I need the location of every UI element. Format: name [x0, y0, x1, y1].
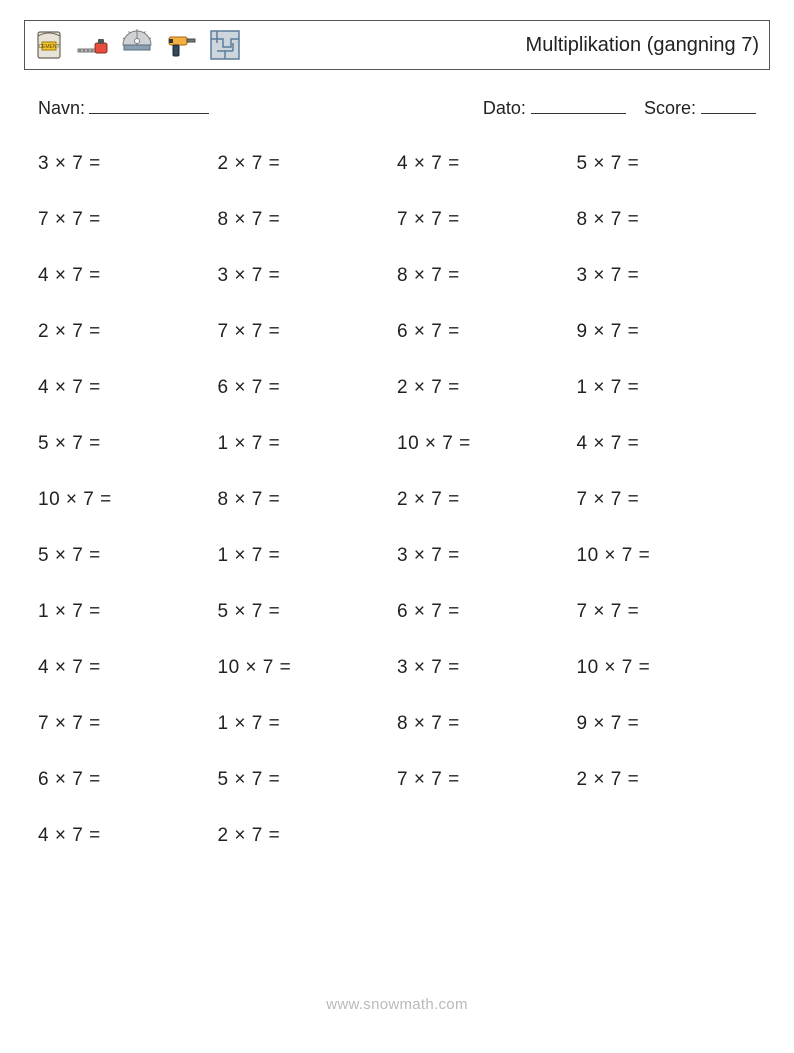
problem-cell: 2 × 7 =	[577, 769, 757, 791]
problem-cell: 2 × 7 =	[397, 377, 577, 399]
problem-cell: 10 × 7 =	[38, 489, 218, 511]
score-blank[interactable]	[701, 94, 756, 114]
problem-cell: 5 × 7 =	[38, 545, 218, 567]
header-icons: CEMENT	[31, 27, 243, 63]
problem-cell: 8 × 7 =	[218, 209, 398, 231]
problem-cell: 8 × 7 =	[577, 209, 757, 231]
problem-cell: 2 × 7 =	[397, 489, 577, 511]
worksheet-title: Multiplikation (gangning 7)	[526, 34, 759, 57]
problem-row: 7 × 7 =1 × 7 =8 × 7 =9 × 7 =	[38, 713, 756, 735]
footer-credit: www.snowmath.com	[0, 996, 794, 1013]
problem-cell: 1 × 7 =	[218, 545, 398, 567]
problem-cell: 4 × 7 =	[577, 433, 757, 455]
problem-cell: 4 × 7 =	[38, 657, 218, 679]
problem-cell: 7 × 7 =	[38, 209, 218, 231]
problem-cell: 9 × 7 =	[577, 321, 757, 343]
header-box: CEMENT	[24, 20, 770, 70]
meta-row: Navn: Dato: Score:	[38, 94, 756, 119]
problem-cell: 7 × 7 =	[577, 489, 757, 511]
problem-cell: 3 × 7 =	[577, 265, 757, 287]
maze-icon	[207, 27, 243, 63]
problem-cell: 7 × 7 =	[38, 713, 218, 735]
problem-row: 1 × 7 =5 × 7 =6 × 7 =7 × 7 =	[38, 601, 756, 623]
problem-cell: 6 × 7 =	[38, 769, 218, 791]
problem-cell: 7 × 7 =	[397, 769, 577, 791]
problem-cell: 3 × 7 =	[38, 153, 218, 175]
date-blank[interactable]	[531, 94, 626, 114]
chainsaw-icon	[75, 27, 111, 63]
drill-icon	[163, 27, 199, 63]
saw-blade-icon	[119, 27, 155, 63]
problem-row: 2 × 7 =7 × 7 =6 × 7 =9 × 7 =	[38, 321, 756, 343]
problem-cell: 4 × 7 =	[38, 825, 218, 847]
problem-cell: 6 × 7 =	[397, 601, 577, 623]
cement-bag-icon: CEMENT	[31, 27, 67, 63]
problem-cell: 7 × 7 =	[218, 321, 398, 343]
problem-row: 4 × 7 =2 × 7 =	[38, 825, 756, 847]
problem-cell: 6 × 7 =	[397, 321, 577, 343]
problem-cell: 1 × 7 =	[38, 601, 218, 623]
problem-row: 10 × 7 =8 × 7 =2 × 7 =7 × 7 =	[38, 489, 756, 511]
problem-cell: 9 × 7 =	[577, 713, 757, 735]
problem-cell: 1 × 7 =	[218, 713, 398, 735]
problem-row: 5 × 7 =1 × 7 =10 × 7 =4 × 7 =	[38, 433, 756, 455]
problem-cell: 4 × 7 =	[38, 377, 218, 399]
problem-cell: 4 × 7 =	[397, 153, 577, 175]
problem-cell: 5 × 7 =	[577, 153, 757, 175]
date-label: Dato:	[483, 98, 526, 118]
problem-cell: 1 × 7 =	[218, 433, 398, 455]
problem-cell: 2 × 7 =	[218, 153, 398, 175]
problem-cell: 7 × 7 =	[577, 601, 757, 623]
problem-row: 5 × 7 =1 × 7 =3 × 7 =10 × 7 =	[38, 545, 756, 567]
problem-cell: 10 × 7 =	[397, 433, 577, 455]
problem-row: 3 × 7 =2 × 7 =4 × 7 =5 × 7 =	[38, 153, 756, 175]
problem-cell: 2 × 7 =	[218, 825, 398, 847]
problem-cell: 8 × 7 =	[218, 489, 398, 511]
problem-cell: 2 × 7 =	[38, 321, 218, 343]
problem-cell: 3 × 7 =	[397, 657, 577, 679]
score-label: Score:	[644, 98, 696, 118]
problem-cell: 6 × 7 =	[218, 377, 398, 399]
name-label: Navn:	[38, 98, 85, 119]
problem-cell: 5 × 7 =	[38, 433, 218, 455]
problem-row: 4 × 7 =10 × 7 =3 × 7 =10 × 7 =	[38, 657, 756, 679]
problem-cell: 8 × 7 =	[397, 265, 577, 287]
problem-cell: 10 × 7 =	[577, 657, 757, 679]
problem-cell: 3 × 7 =	[218, 265, 398, 287]
problem-row: 4 × 7 =6 × 7 =2 × 7 =1 × 7 =	[38, 377, 756, 399]
problem-row: 7 × 7 =8 × 7 =7 × 7 =8 × 7 =	[38, 209, 756, 231]
problem-cell: 7 × 7 =	[397, 209, 577, 231]
problem-cell: 5 × 7 =	[218, 601, 398, 623]
problem-cell	[577, 825, 757, 847]
name-blank[interactable]	[89, 94, 209, 114]
problem-cell: 10 × 7 =	[577, 545, 757, 567]
problem-cell: 1 × 7 =	[577, 377, 757, 399]
problem-cell: 10 × 7 =	[218, 657, 398, 679]
problem-row: 4 × 7 =3 × 7 =8 × 7 =3 × 7 =	[38, 265, 756, 287]
problem-cell: 8 × 7 =	[397, 713, 577, 735]
svg-text:CEMENT: CEMENT	[38, 44, 59, 50]
problems-grid: 3 × 7 =2 × 7 =4 × 7 =5 × 7 =7 × 7 =8 × 7…	[24, 153, 770, 847]
problem-row: 6 × 7 =5 × 7 =7 × 7 =2 × 7 =	[38, 769, 756, 791]
problem-cell: 4 × 7 =	[38, 265, 218, 287]
problem-cell: 3 × 7 =	[397, 545, 577, 567]
problem-cell: 5 × 7 =	[218, 769, 398, 791]
problem-cell	[397, 825, 577, 847]
